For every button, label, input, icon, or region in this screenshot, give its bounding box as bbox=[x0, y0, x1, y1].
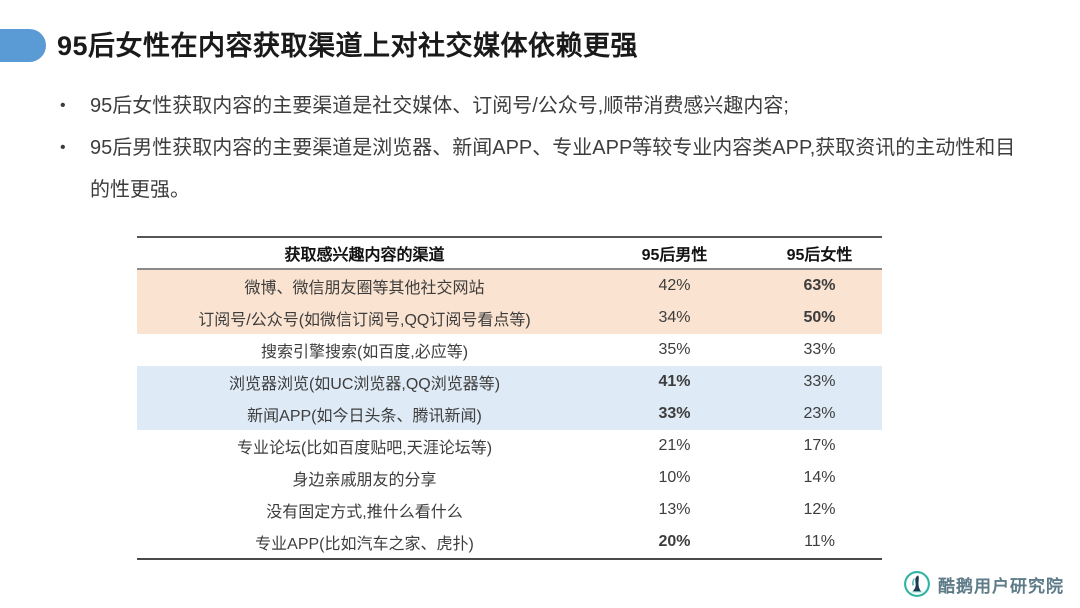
goose-in-circle-icon bbox=[904, 571, 930, 597]
channel-cell: 订阅号/公众号(如微信订阅号,QQ订阅号看点等) bbox=[198, 312, 531, 329]
male-value-cell: 34% bbox=[658, 309, 691, 326]
channel-cell: 浏览器浏览(如UC浏览器,QQ浏览器等) bbox=[228, 376, 501, 393]
table-row: 新闻APP(如今日头条、腾讯新闻) 33% 23% bbox=[137, 398, 882, 430]
male-value-cell: 35% bbox=[658, 341, 691, 358]
page-title: 95后女性在内容获取渠道上对社交媒体依赖更强 bbox=[57, 31, 639, 61]
channel-cell: 专业APP(比如汽车之家、虎扑) bbox=[137, 526, 592, 560]
bullet-text: 95后女性获取内容的主要渠道是社交媒体、订阅号/公众号,顺带消费感兴趣内容; bbox=[90, 95, 789, 117]
male-value-cell: 13% bbox=[658, 501, 691, 518]
channel-cell: 新闻APP(如今日头条、腾讯新闻) bbox=[247, 408, 482, 425]
table-row: 浏览器浏览(如UC浏览器,QQ浏览器等) 41% 33% bbox=[137, 366, 882, 398]
column-header-channel: 获取感兴趣内容的渠道 bbox=[137, 236, 592, 270]
table-row: 没有固定方式,推什么看什么 13% 12% bbox=[137, 494, 882, 526]
bullet-list: • 95后女性获取内容的主要渠道是社交媒体、订阅号/公众号,顺带消费感兴趣内容;… bbox=[60, 85, 1035, 211]
male-value-cell: 41% bbox=[658, 373, 691, 390]
female-value-cell: 23% bbox=[803, 405, 836, 422]
bullet-item: • 95后女性获取内容的主要渠道是社交媒体、订阅号/公众号,顺带消费感兴趣内容; bbox=[60, 85, 1035, 127]
channel-cell: 微博、微信朋友圈等其他社交网站 bbox=[244, 280, 485, 297]
table-row: 专业论坛(比如百度贴吧,天涯论坛等) 21% 17% bbox=[137, 430, 882, 462]
table-row: 专业APP(比如汽车之家、虎扑) 20% 11% bbox=[137, 526, 882, 560]
male-value-cell: 10% bbox=[658, 469, 691, 486]
female-value-cell: 33% bbox=[803, 341, 836, 358]
male-value-cell: 33% bbox=[658, 405, 691, 422]
table-row: 身边亲戚朋友的分享 10% 14% bbox=[137, 462, 882, 494]
male-value-cell: 42% bbox=[658, 277, 691, 294]
channel-cell: 没有固定方式,推什么看什么 bbox=[266, 504, 463, 521]
table-row: 搜索引擎搜索(如百度,必应等) 35% 33% bbox=[137, 334, 882, 366]
column-header-female: 95后女性 bbox=[757, 236, 882, 270]
female-value-cell: 12% bbox=[803, 501, 836, 518]
footer-logo: 酷鹅用户研究院 bbox=[903, 570, 1064, 598]
channel-cell: 身边亲戚朋友的分享 bbox=[292, 472, 437, 489]
bullet-dot-icon: • bbox=[60, 97, 66, 114]
female-value-cell: 11% bbox=[757, 526, 882, 560]
female-value-cell: 14% bbox=[803, 469, 836, 486]
channel-cell: 搜索引擎搜索(如百度,必应等) bbox=[260, 344, 469, 361]
channel-cell: 专业论坛(比如百度贴吧,天涯论坛等) bbox=[236, 440, 493, 457]
table-row: 订阅号/公众号(如微信订阅号,QQ订阅号看点等) 34% 50% bbox=[137, 302, 882, 334]
female-value-cell: 50% bbox=[803, 309, 836, 326]
logo-text: 酷鹅用户研究院 bbox=[938, 576, 1064, 596]
female-value-cell: 17% bbox=[803, 437, 836, 454]
bullet-item: • 95后男性获取内容的主要渠道是浏览器、新闻APP、专业APP等较专业内容类A… bbox=[60, 127, 1035, 211]
column-header-male: 95后男性 bbox=[592, 236, 757, 270]
male-value-cell: 21% bbox=[658, 437, 691, 454]
table-row: 微博、微信朋友圈等其他社交网站 42% 63% bbox=[137, 269, 882, 302]
female-value-cell: 63% bbox=[803, 277, 836, 294]
table-header-row: 获取感兴趣内容的渠道 95后男性 95后女性 bbox=[137, 236, 882, 270]
female-value-cell: 33% bbox=[803, 373, 836, 390]
channels-table: 获取感兴趣内容的渠道 95后男性 95后女性 微博、微信朋友圈等其他社交网站 4… bbox=[137, 236, 882, 560]
bullet-text: 95后男性获取内容的主要渠道是浏览器、新闻APP、专业APP等较专业内容类APP… bbox=[90, 137, 1016, 201]
title-accent-pill bbox=[0, 29, 46, 62]
male-value-cell: 20% bbox=[592, 526, 757, 560]
bullet-dot-icon: • bbox=[60, 139, 66, 156]
